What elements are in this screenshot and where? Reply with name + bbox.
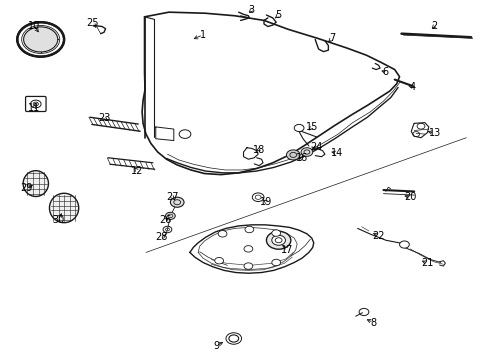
- Circle shape: [301, 148, 312, 156]
- Text: 28: 28: [155, 232, 167, 242]
- Circle shape: [294, 125, 304, 132]
- Text: 14: 14: [330, 148, 343, 158]
- Text: 3: 3: [248, 5, 254, 15]
- Circle shape: [286, 150, 300, 160]
- Wedge shape: [23, 40, 41, 52]
- Circle shape: [271, 235, 285, 245]
- Circle shape: [33, 102, 39, 106]
- Circle shape: [271, 230, 280, 236]
- Text: 23: 23: [98, 113, 110, 123]
- Text: 1: 1: [200, 30, 206, 40]
- Text: 25: 25: [86, 18, 99, 28]
- Circle shape: [399, 241, 408, 248]
- Text: 13: 13: [427, 129, 440, 138]
- Text: 17: 17: [281, 245, 293, 255]
- Text: 15: 15: [305, 122, 317, 132]
- Text: 24: 24: [310, 142, 322, 152]
- Text: 19: 19: [260, 197, 272, 207]
- Ellipse shape: [49, 193, 79, 223]
- Text: 7: 7: [328, 33, 335, 43]
- Text: 10: 10: [28, 21, 40, 31]
- Text: 26: 26: [159, 215, 171, 225]
- Circle shape: [266, 231, 290, 249]
- Circle shape: [170, 197, 183, 207]
- Circle shape: [271, 259, 280, 266]
- Circle shape: [214, 257, 223, 264]
- Text: 9: 9: [213, 341, 219, 351]
- Circle shape: [165, 212, 175, 220]
- Text: 6: 6: [382, 67, 388, 77]
- Ellipse shape: [23, 171, 48, 197]
- Text: 29: 29: [20, 183, 32, 193]
- Circle shape: [244, 263, 252, 269]
- Text: 18: 18: [252, 144, 264, 154]
- Text: 8: 8: [370, 318, 376, 328]
- Text: 12: 12: [131, 166, 143, 176]
- Text: 5: 5: [275, 10, 281, 20]
- Circle shape: [244, 246, 252, 252]
- Text: 22: 22: [371, 231, 384, 240]
- Text: 30: 30: [52, 215, 64, 225]
- Text: 2: 2: [431, 21, 437, 31]
- Wedge shape: [41, 27, 58, 40]
- Text: 16: 16: [295, 153, 307, 163]
- Text: 21: 21: [420, 258, 433, 268]
- Circle shape: [244, 226, 253, 233]
- Text: 4: 4: [409, 82, 415, 92]
- Text: 27: 27: [166, 192, 178, 202]
- Circle shape: [228, 335, 238, 342]
- Text: 20: 20: [403, 192, 416, 202]
- Circle shape: [218, 230, 226, 237]
- Text: 11: 11: [28, 103, 40, 113]
- Circle shape: [23, 27, 58, 52]
